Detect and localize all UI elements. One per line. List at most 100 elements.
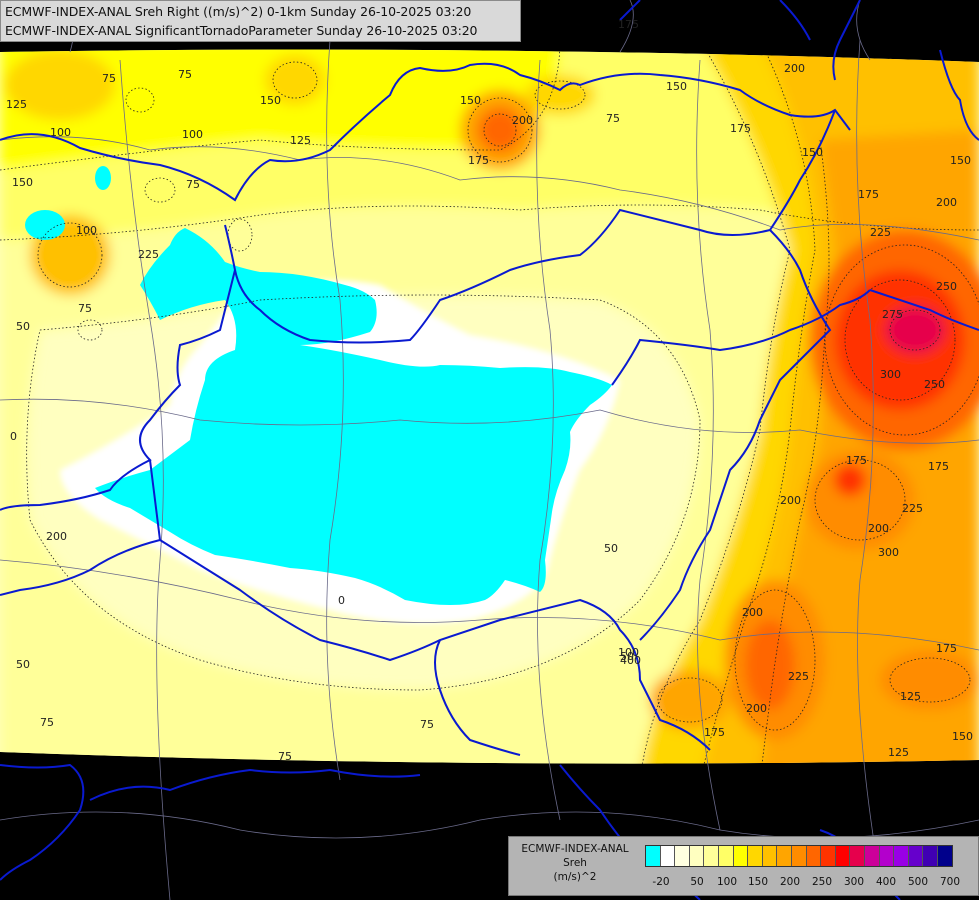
contour-label-75: 75 xyxy=(606,112,620,125)
negative-spot xyxy=(25,210,65,240)
map-title-line-2: ECMWF-INDEX-ANAL SignificantTornadoParam… xyxy=(5,23,478,38)
legend-swatch xyxy=(850,846,865,866)
contour-label-150: 150 xyxy=(802,146,823,159)
color-legend: ECMWF-INDEX-ANAL Sreh (m/s)^2 -20 50 100 15… xyxy=(508,836,979,896)
contour-label-75: 75 xyxy=(102,72,116,85)
contour-label-150: 150 xyxy=(12,176,33,189)
contour-label-175: 175 xyxy=(936,642,957,655)
map-title-line-1: ECMWF-INDEX-ANAL Sreh Right ((m/s)^2) 0-… xyxy=(5,4,472,19)
legend-swatch xyxy=(835,846,851,866)
contour-label-300: 300 xyxy=(880,368,901,381)
contour-lines xyxy=(0,49,979,764)
legend-swatch xyxy=(894,846,909,866)
contour-label-100: 100 xyxy=(182,128,203,141)
contour-label-125: 125 xyxy=(6,98,27,111)
contour-label-50: 50 xyxy=(620,650,634,663)
contour-label-100: 100 xyxy=(618,646,639,659)
contour-label-300: 300 xyxy=(878,546,899,559)
negative-region xyxy=(95,228,612,605)
contour-label-200: 200 xyxy=(746,702,767,715)
legend-unit: (m/s)^2 xyxy=(553,871,597,883)
contour-label-150: 150 xyxy=(666,80,687,93)
map-title-box: ECMWF-INDEX-ANAL Sreh Right ((m/s)^2) 0-… xyxy=(0,0,521,42)
legend-swatch xyxy=(937,846,953,866)
contour-label-75: 75 xyxy=(186,178,200,191)
contour-label-50: 50 xyxy=(604,542,618,555)
contour-label-75: 75 xyxy=(40,716,54,729)
contour-label-100: 100 xyxy=(50,126,71,139)
legend-tick: 100 xyxy=(716,876,738,888)
contour-label-175: 175 xyxy=(618,18,639,31)
contour-label-150: 150 xyxy=(950,154,971,167)
contour-label-200: 200 xyxy=(936,196,957,209)
contour-label-75: 75 xyxy=(178,68,192,81)
legend-swatch xyxy=(660,846,676,866)
legend-swatch xyxy=(806,846,822,866)
negative-spot xyxy=(95,166,111,190)
contour-label-75: 75 xyxy=(420,718,434,731)
legend-tick: 700 xyxy=(939,876,961,888)
contour-label-75: 75 xyxy=(78,302,92,315)
contour-label-200: 200 xyxy=(46,530,67,543)
shade-layers xyxy=(0,49,979,764)
contour-label-0: 0 xyxy=(10,430,17,443)
legend-tick: 500 xyxy=(907,876,929,888)
contour-label-225: 225 xyxy=(788,670,809,683)
contour-label-150: 150 xyxy=(952,730,973,743)
legend-model-name: ECMWF-INDEX-ANAL xyxy=(521,843,629,855)
legend-swatch xyxy=(675,846,690,866)
contour-label-250: 250 xyxy=(936,280,957,293)
contour-label-200: 200 xyxy=(780,494,801,507)
contour-label-150: 150 xyxy=(260,94,281,107)
legend-swatch xyxy=(777,846,792,866)
legend-tick: 400 xyxy=(875,876,897,888)
legend-swatch xyxy=(864,846,880,866)
contour-label-125: 125 xyxy=(888,746,909,759)
legend-tick: 50 xyxy=(690,876,704,888)
sreh-field xyxy=(0,49,979,764)
contour-label-200: 200 xyxy=(742,606,763,619)
contour-label-50: 50 xyxy=(16,320,30,333)
contour-label-175: 175 xyxy=(730,122,751,135)
contour-labels: 0 0 50 50 50 50 75 75 75 75 75 75 75 75 … xyxy=(6,18,973,763)
legend-swatch xyxy=(923,846,938,866)
contour-label-225: 225 xyxy=(902,502,923,515)
legend-tick: 300 xyxy=(843,876,865,888)
legend-swatch xyxy=(908,846,924,866)
contour-label-225: 225 xyxy=(138,248,159,261)
legend-swatch xyxy=(733,846,749,866)
legend-tick: 250 xyxy=(811,876,833,888)
legend-parameter: Sreh xyxy=(563,857,587,869)
legend-color-bar xyxy=(645,845,954,867)
contour-label-175: 175 xyxy=(858,188,879,201)
contour-label-200: 200 xyxy=(512,114,533,127)
legend-tick: 150 xyxy=(747,876,769,888)
legend-tick: -20 xyxy=(652,876,670,888)
contour-label-200: 200 xyxy=(784,62,805,75)
legend-tick: 200 xyxy=(779,876,801,888)
contour-label-75: 75 xyxy=(278,750,292,763)
contour-label-175: 175 xyxy=(928,460,949,473)
contour-label-100: 100 xyxy=(76,224,97,237)
contour-label-125: 125 xyxy=(900,690,921,703)
legend-swatch xyxy=(748,846,763,866)
contour-label-175: 175 xyxy=(468,154,489,167)
legend-swatch xyxy=(821,846,836,866)
contour-label-225: 225 xyxy=(870,226,891,239)
contour-label-200: 200 xyxy=(868,522,889,535)
contour-label-250: 250 xyxy=(924,378,945,391)
contour-label-50: 50 xyxy=(16,658,30,671)
contour-label-175: 175 xyxy=(704,726,725,739)
contour-label-175: 175 xyxy=(846,454,867,467)
legend-swatch xyxy=(646,846,661,866)
legend-swatch xyxy=(689,846,705,866)
legend-swatch xyxy=(762,846,778,866)
contour-label-125: 125 xyxy=(290,134,311,147)
contour-label-0: 0 xyxy=(338,594,345,607)
legend-swatch xyxy=(879,846,895,866)
contour-label-400: 400 xyxy=(620,654,641,667)
contour-label-275: 275 xyxy=(882,308,903,321)
